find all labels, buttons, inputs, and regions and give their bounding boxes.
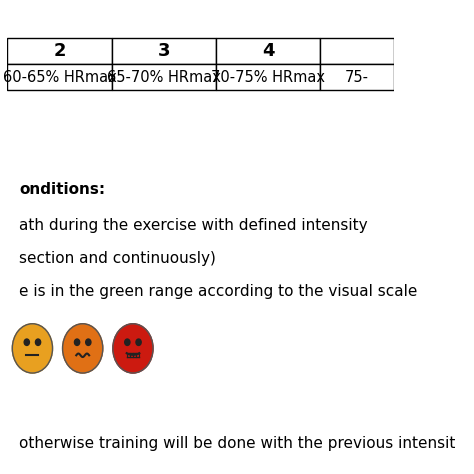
Text: section and continuously): section and continuously) — [19, 251, 216, 266]
Text: 65-70% HRmax: 65-70% HRmax — [107, 70, 221, 84]
Bar — [112, 64, 216, 90]
Text: 2: 2 — [53, 42, 66, 60]
Circle shape — [113, 324, 153, 373]
Bar — [7, 38, 112, 64]
Text: 60-65% HRmax: 60-65% HRmax — [3, 70, 116, 84]
Circle shape — [125, 339, 130, 346]
Circle shape — [136, 339, 141, 346]
Text: 75-: 75- — [345, 70, 369, 84]
Circle shape — [86, 339, 91, 346]
Circle shape — [12, 324, 53, 373]
Circle shape — [74, 339, 80, 346]
Text: 4: 4 — [262, 42, 274, 60]
Text: 70-75% HRmax: 70-75% HRmax — [211, 70, 325, 84]
Bar — [216, 38, 320, 64]
Circle shape — [36, 339, 41, 346]
Circle shape — [24, 339, 29, 346]
Bar — [320, 64, 394, 90]
Circle shape — [63, 324, 103, 373]
Bar — [7, 64, 112, 90]
Bar — [216, 64, 320, 90]
Bar — [320, 38, 394, 64]
Text: onditions:: onditions: — [19, 182, 105, 197]
Bar — [112, 38, 216, 64]
Text: otherwise training will be done with the previous intensit: otherwise training will be done with the… — [19, 436, 455, 451]
Text: 3: 3 — [158, 42, 170, 60]
Text: e is in the green range according to the visual scale: e is in the green range according to the… — [19, 284, 417, 299]
Text: ath during the exercise with defined intensity: ath during the exercise with defined int… — [19, 218, 367, 233]
